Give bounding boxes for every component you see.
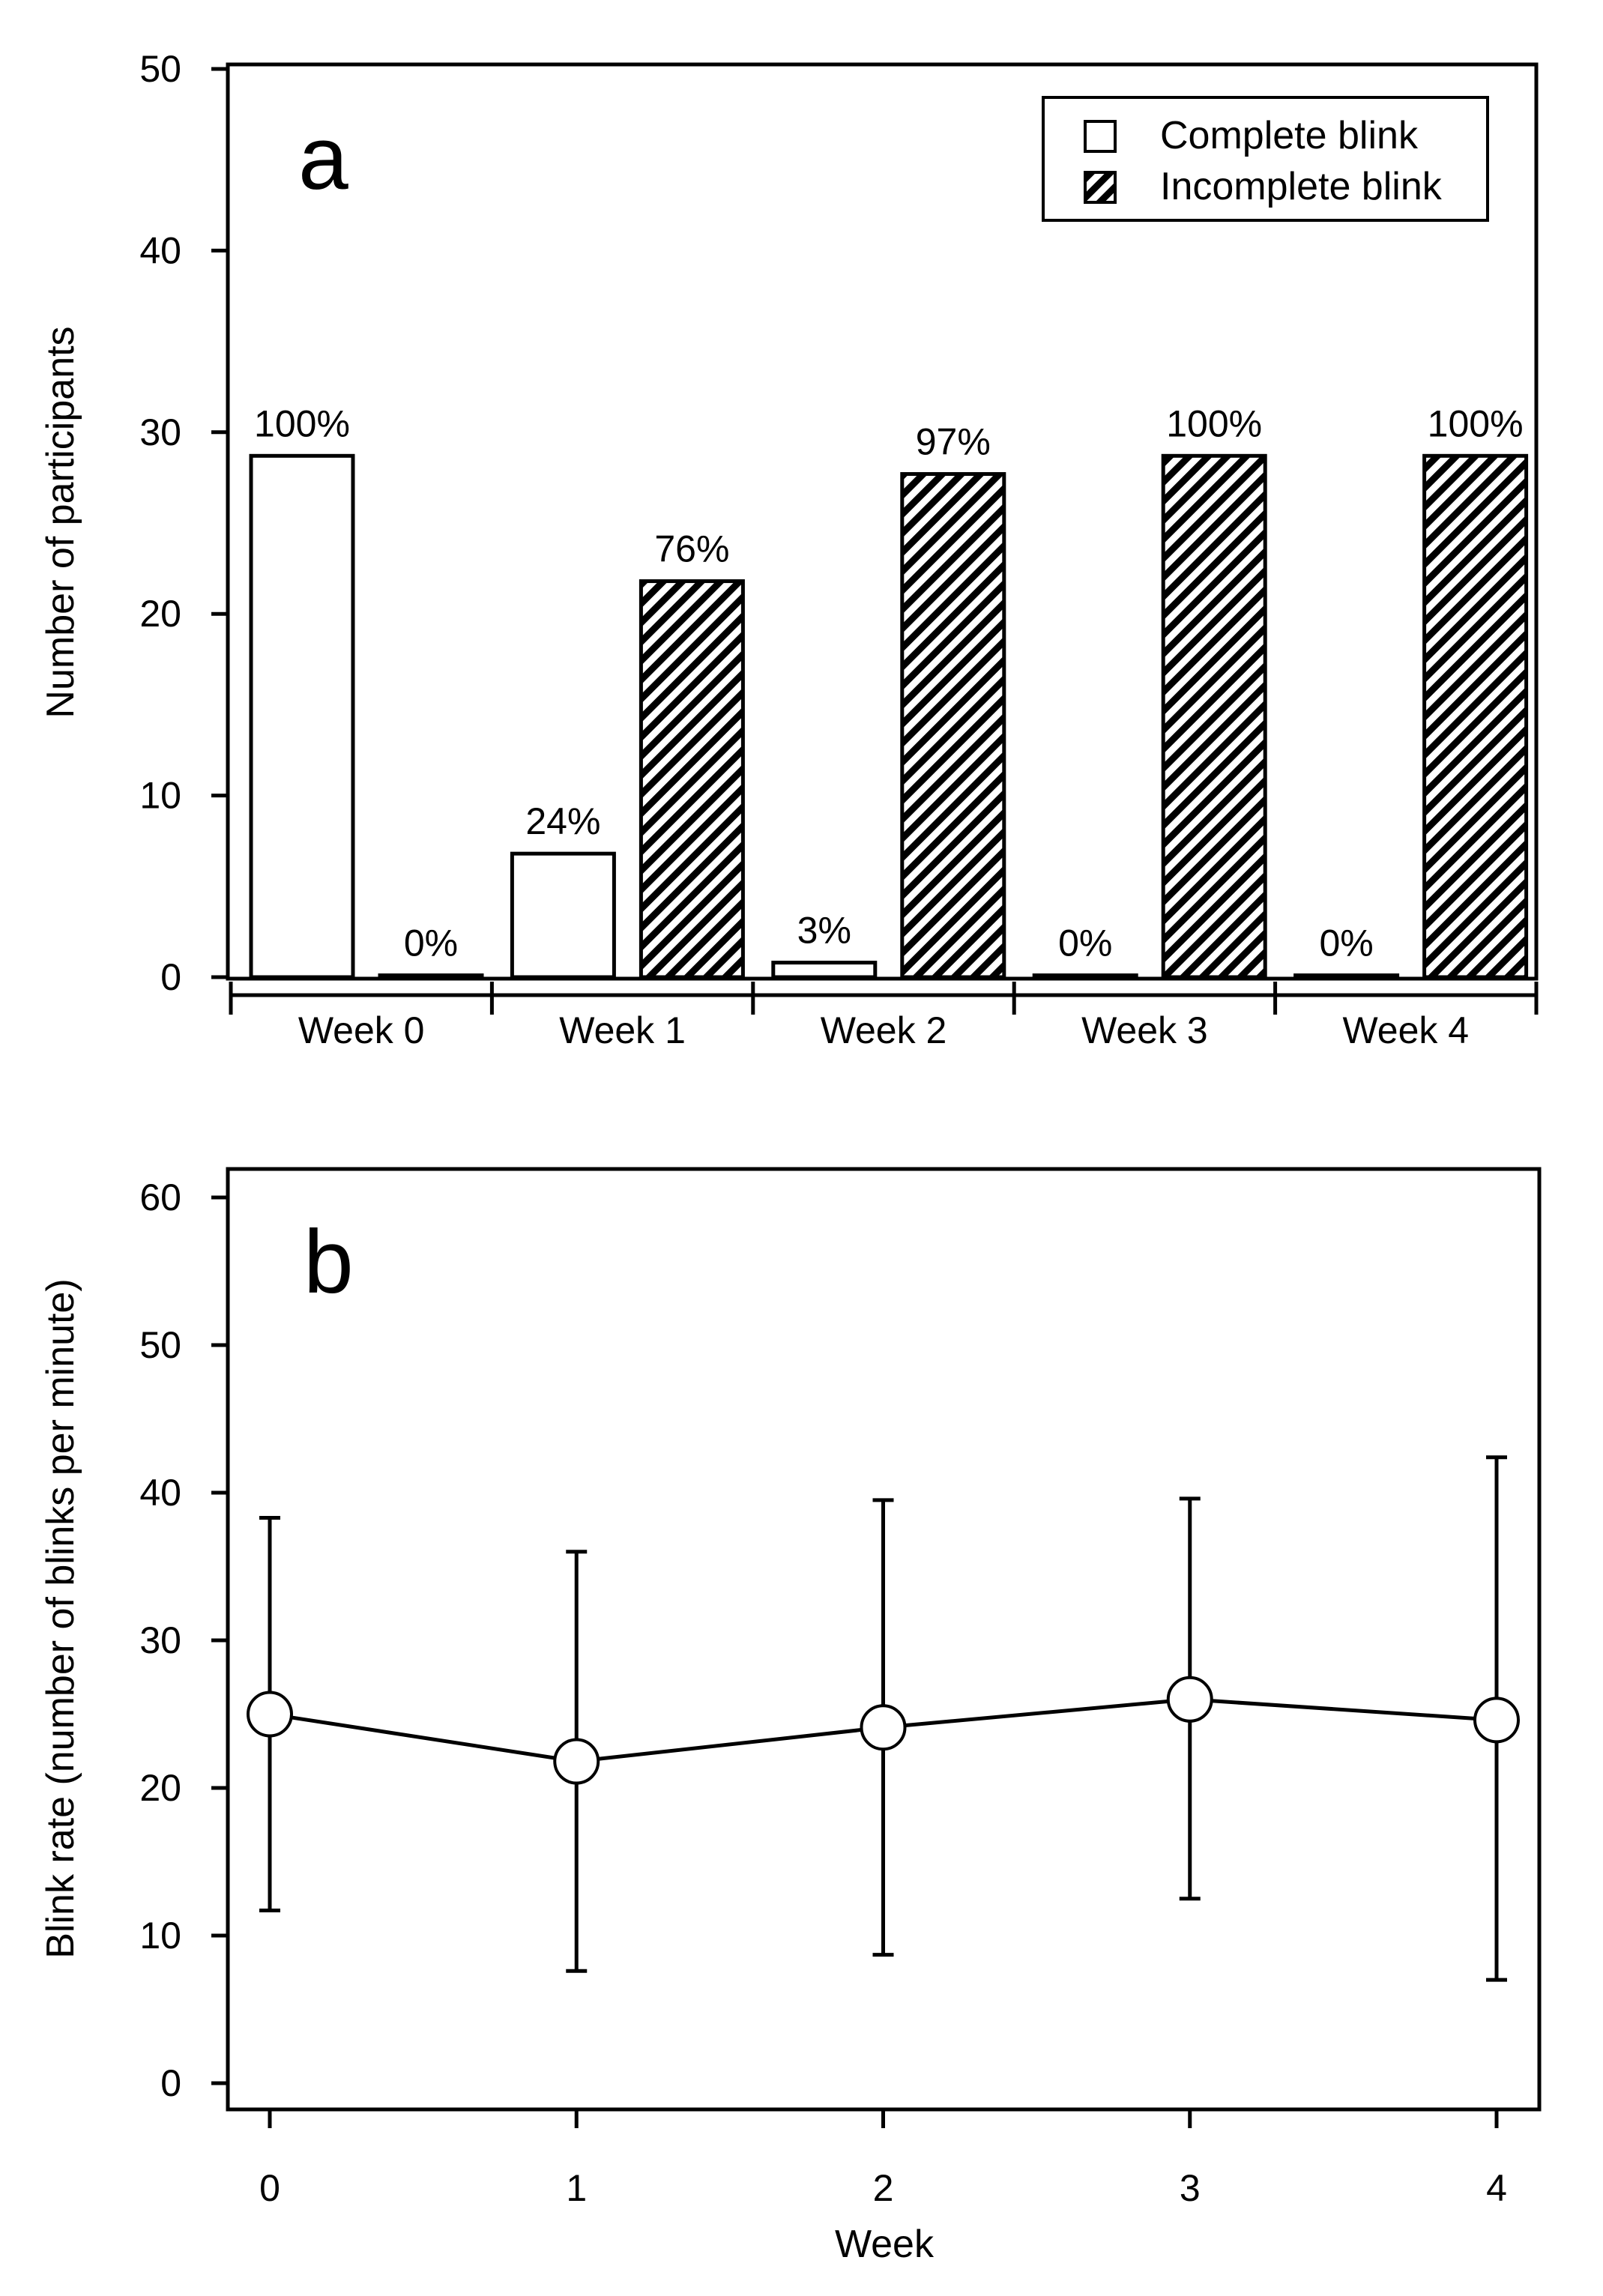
panel-b-x-tick-label: 2 [873, 2167, 894, 2209]
panel-b-y-tick-label: 60 [139, 1176, 181, 1218]
panel-b-x-axis-title: Week [835, 2223, 935, 2266]
panel-b-series [247, 1455, 1520, 1982]
panel-b-y-axis-title: Blink rate (number of blinks per minute) [39, 1278, 82, 1959]
legend-label-incomplete: Incomplete blink [1160, 165, 1443, 208]
bar-data-label: 0% [1058, 922, 1112, 964]
panel-b-x-axis: 0 1 2 3 4 [259, 2109, 1507, 2209]
bar-complete [249, 453, 355, 979]
bar-incomplete [639, 579, 745, 979]
panel-b-y-axis: 0 10 20 30 40 50 60 [139, 1176, 228, 2104]
bar-incomplete [1161, 453, 1267, 979]
panel-a-legend: Complete blink Incomplete blink [1042, 96, 1489, 222]
legend-swatch-incomplete [1084, 171, 1117, 204]
panel-b-y-tick-label: 20 [139, 1767, 181, 1809]
data-point-marker [860, 1704, 907, 1751]
data-point-marker [1473, 1697, 1520, 1744]
panel-a-x-tick-label: Week 1 [559, 1009, 686, 1051]
panel-a-data-labels: 100% 24% 3% 0% 0% 0% 76% 97% 100% 100% [254, 402, 1523, 964]
legend-label-complete: Complete blink [1160, 114, 1419, 157]
data-point-marker [247, 1691, 293, 1738]
legend-box [1042, 96, 1489, 222]
panel-b-y-tick-label: 40 [139, 1472, 181, 1514]
panel-b-y-tick-label: 10 [139, 1915, 181, 1957]
bar-data-label: 97% [916, 421, 991, 463]
panel-a-y-tick-label: 10 [139, 775, 181, 817]
panel-a-y-tick-label: 20 [139, 593, 181, 635]
panel-a-y-axis: 0 10 20 30 40 50 [139, 48, 228, 998]
panel-b-x-tick-label: 1 [566, 2167, 587, 2209]
bar-complete [771, 961, 878, 979]
panel-a-bars [249, 453, 1529, 979]
panel-a-y-tick-label: 50 [139, 48, 181, 90]
panel-b-line-chart: 0 10 20 30 40 50 60 0 1 2 3 4 Blink rate (number o… [39, 1167, 1542, 2266]
panel-a-y-axis-title: Number of participants [39, 326, 82, 718]
data-point-marker [1166, 1676, 1213, 1723]
panel-b-y-tick-label: 30 [139, 1619, 181, 1661]
bar-data-label: 3% [797, 910, 851, 952]
panel-a-x-axis: Week 0 Week 1 Week 2 Week 3 Week 4 [229, 982, 1539, 1051]
panel-b-y-tick-label: 50 [139, 1324, 181, 1366]
bar-complete [510, 851, 616, 979]
panel-b-x-tick-label: 3 [1180, 2167, 1201, 2209]
panel-a-x-tick-label: Week 0 [298, 1009, 425, 1051]
bar-complete [1032, 973, 1138, 979]
data-point-marker [553, 1738, 600, 1785]
panel-a-y-tick-label: 30 [139, 411, 181, 453]
bar-data-label: 0% [404, 922, 458, 964]
bar-data-label: 100% [1428, 402, 1524, 444]
panel-b-x-tick-label: 4 [1486, 2167, 1507, 2209]
panel-b-letter: b [304, 1212, 354, 1312]
bar-incomplete [1422, 453, 1529, 979]
panel-a-letter: a [298, 108, 348, 208]
bar-data-label: 100% [254, 402, 350, 444]
panel-b-y-tick-label: 0 [160, 2062, 181, 2104]
bar-data-label: 24% [525, 800, 600, 842]
panel-a-y-tick-label: 40 [139, 229, 181, 271]
panel-a-x-tick-label: Week 3 [1081, 1009, 1208, 1051]
bar-data-label: 76% [654, 528, 729, 570]
bar-complete [1293, 973, 1400, 979]
bar-incomplete [378, 973, 484, 979]
panel-a-plot-frame [226, 62, 1539, 981]
panel-a-y-tick-label: 0 [160, 956, 181, 998]
panel-b-x-tick-label: 0 [259, 2167, 280, 2209]
bar-data-label: 100% [1166, 402, 1262, 444]
bar-incomplete [900, 472, 1006, 979]
panel-a-x-tick-label: Week 2 [821, 1009, 947, 1051]
panel-a-x-tick-label: Week 4 [1342, 1009, 1469, 1051]
legend-swatch-complete [1084, 120, 1117, 153]
bar-data-label: 0% [1319, 922, 1373, 964]
